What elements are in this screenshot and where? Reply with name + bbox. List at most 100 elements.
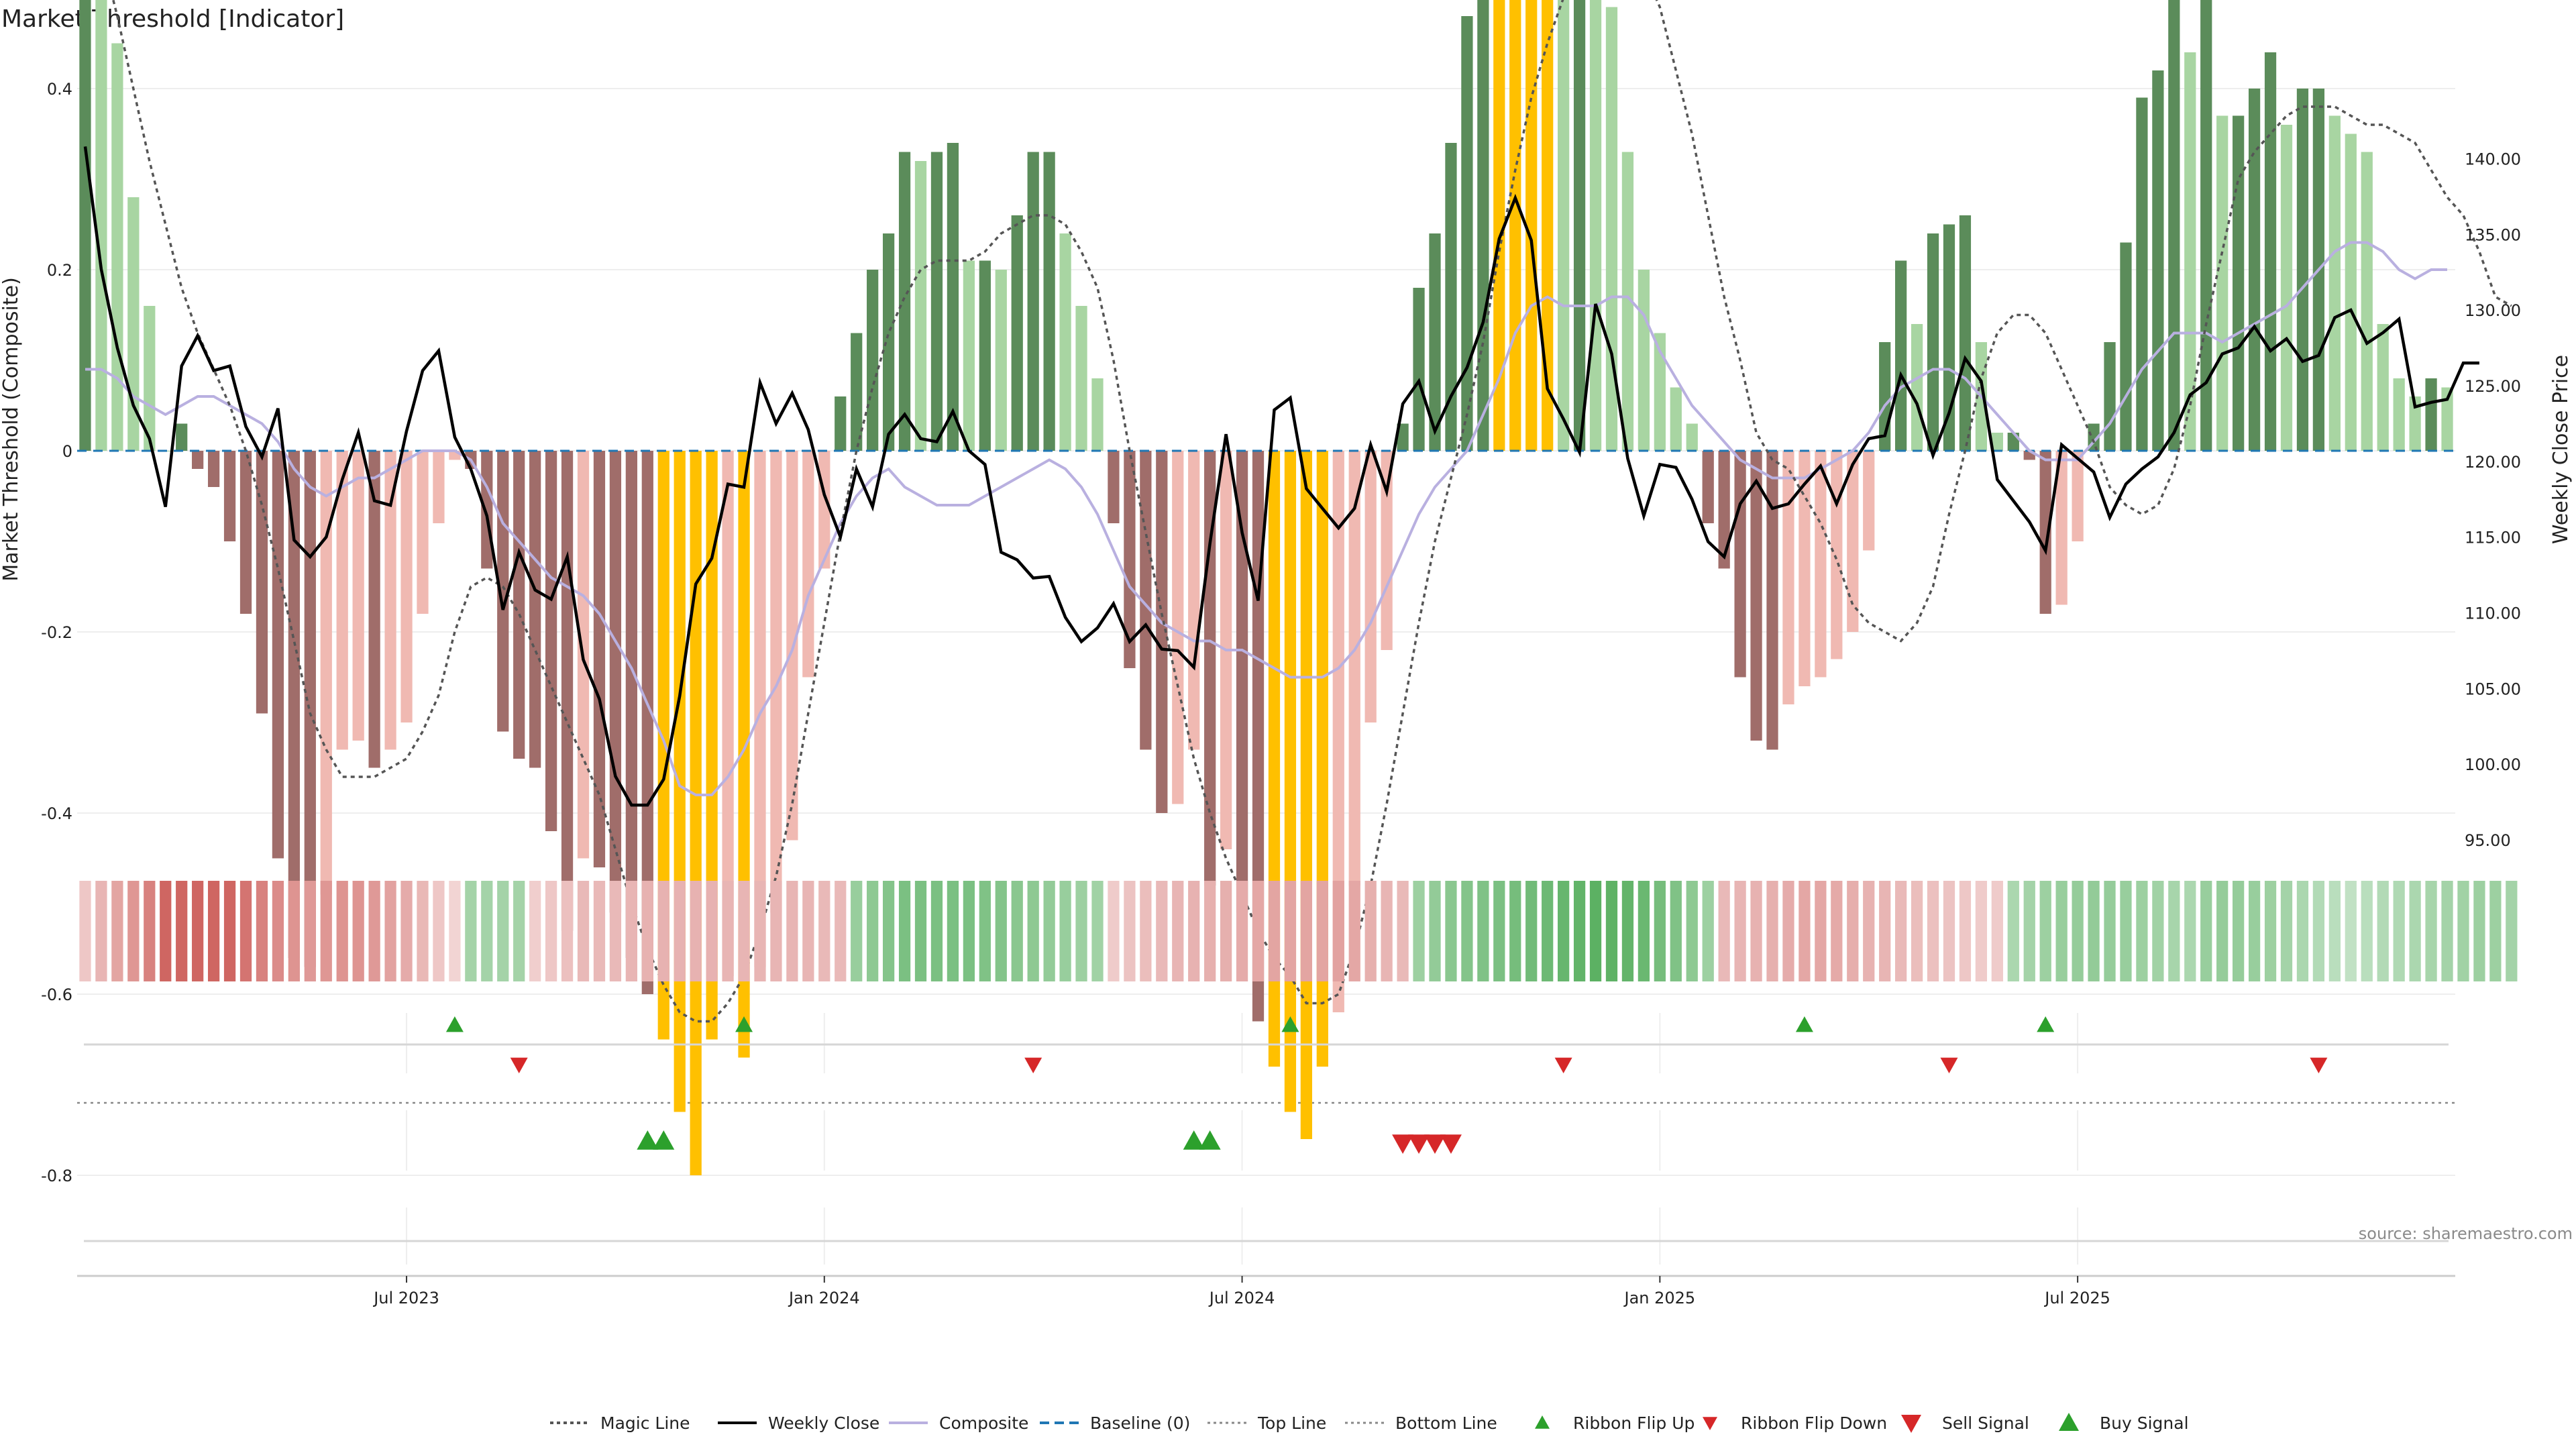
- sell-signal-marker: [1392, 1134, 1414, 1154]
- ribbon-cell: [1621, 881, 1634, 981]
- ribbon-cell: [304, 881, 316, 981]
- composite-bar: [2296, 89, 2309, 451]
- composite-bar: [272, 451, 284, 859]
- ribbon-cell: [1654, 881, 1666, 981]
- composite-bar: [111, 43, 123, 451]
- ribbon-cell: [320, 881, 332, 981]
- ribbon-cell: [272, 881, 284, 981]
- ribbon-cell: [1108, 881, 1120, 981]
- x-tick-label: Jan 2024: [788, 1289, 860, 1307]
- ribbon-flip-down-marker: [1554, 1057, 1572, 1073]
- composite-line: [85, 241, 2447, 796]
- ribbon-cell: [2328, 881, 2341, 981]
- ribbon-cell: [2023, 881, 2035, 981]
- ribbon-cell: [738, 881, 750, 981]
- ribbon-cell: [2039, 881, 2051, 981]
- legend-swatch-triangle-down: [1703, 1417, 1717, 1430]
- legend-label: Ribbon Flip Up: [1573, 1413, 1695, 1433]
- ribbon-cell: [513, 881, 525, 981]
- ribbon-cell: [1348, 881, 1360, 981]
- ribbon-cell: [1172, 881, 1184, 981]
- composite-bar: [2184, 52, 2196, 451]
- composite-bar: [2152, 70, 2164, 451]
- legend-label: Buy Signal: [2100, 1413, 2189, 1433]
- composite-bar: [1558, 0, 1570, 451]
- composite-bar: [1156, 451, 1168, 813]
- composite-bar: [239, 451, 252, 614]
- composite-bar: [192, 451, 204, 469]
- composite-bar: [1413, 288, 1425, 451]
- composite-bar: [1895, 260, 1907, 451]
- ribbon-cell: [1300, 881, 1313, 981]
- composite-bar: [1847, 451, 1859, 632]
- composite-bar: [481, 451, 493, 569]
- ribbon-cell: [1975, 881, 1988, 981]
- left-tick-label: -0.8: [41, 1167, 72, 1185]
- ribbon-cell: [657, 881, 669, 981]
- composite-bar: [1638, 270, 1650, 451]
- composite-bar: [1573, 0, 1586, 451]
- left-tick-label: -0.2: [41, 623, 72, 642]
- right-axis-label: Weekly Close Price: [2549, 355, 2573, 544]
- legend-label: Composite: [939, 1413, 1028, 1433]
- ribbon-flip-up-marker: [445, 1016, 464, 1032]
- composite-bar: [1172, 451, 1184, 804]
- composite-bar: [2393, 378, 2405, 451]
- composite-bar: [2441, 387, 2453, 451]
- ribbon-cell: [867, 881, 879, 981]
- composite-bar: [1589, 0, 1602, 451]
- composite-bar: [1654, 333, 1666, 451]
- ribbon-cell: [1332, 881, 1344, 981]
- ribbon-cell: [1991, 881, 2003, 981]
- composite-bar: [1542, 0, 1554, 451]
- composite-bar: [2264, 52, 2277, 451]
- ribbon-cell: [1686, 881, 1698, 981]
- composite-bar: [1943, 224, 1955, 451]
- ribbon-cell: [1638, 881, 1650, 981]
- x-tick-label: Jul 2025: [2043, 1289, 2110, 1307]
- composite-bar: [593, 451, 606, 867]
- ribbon-cell: [1461, 881, 1473, 981]
- ribbon-cell: [1766, 881, 1778, 981]
- ribbon-cell: [2233, 881, 2245, 981]
- ribbon-cell: [497, 881, 509, 981]
- ribbon-cell: [1911, 881, 1923, 981]
- ribbon-cell: [1364, 881, 1377, 981]
- left-tick-label: -0.6: [41, 985, 72, 1004]
- ribbon-cell: [1220, 881, 1232, 981]
- magic-line: [111, 0, 2512, 1023]
- composite-bar: [320, 451, 332, 895]
- composite-bar: [144, 306, 156, 451]
- composite-bar: [1011, 215, 1023, 451]
- composite-bar: [497, 451, 509, 732]
- composite-bar: [1332, 451, 1344, 1012]
- composite-bar: [1815, 451, 1827, 678]
- ribbon-cell: [1702, 881, 1714, 981]
- ribbon-cell: [545, 881, 557, 981]
- ribbon-cell: [1268, 881, 1281, 981]
- ribbon-cell: [160, 881, 172, 981]
- composite-bar: [352, 451, 364, 741]
- ribbon-cell: [1236, 881, 1248, 981]
- ribbon-cell: [127, 881, 140, 981]
- ribbon-cell: [835, 881, 847, 981]
- ribbon-flip-up-marker: [735, 1016, 753, 1032]
- legend: Magic Line Weekly Close Composite Baseline …: [550, 1413, 2189, 1433]
- composite-bar: [1108, 451, 1120, 523]
- ribbon-cell: [2120, 881, 2132, 981]
- composite-bar: [1284, 451, 1297, 1112]
- composite-bar: [1364, 451, 1377, 722]
- composite-bar: [674, 451, 686, 1112]
- composite-bar: [2136, 97, 2148, 451]
- ribbon-cell: [1815, 881, 1827, 981]
- ribbon-cell: [1156, 881, 1168, 981]
- composite-bar: [513, 451, 525, 759]
- ribbon-cell: [1493, 881, 1505, 981]
- composite-bar: [2233, 115, 2245, 451]
- ribbon-cell: [690, 881, 702, 981]
- ribbon-cell: [1863, 881, 1875, 981]
- right-tick-label: 100.00: [2465, 755, 2521, 774]
- ribbon-cell: [1381, 881, 1393, 981]
- ribbon-cell: [1509, 881, 1521, 981]
